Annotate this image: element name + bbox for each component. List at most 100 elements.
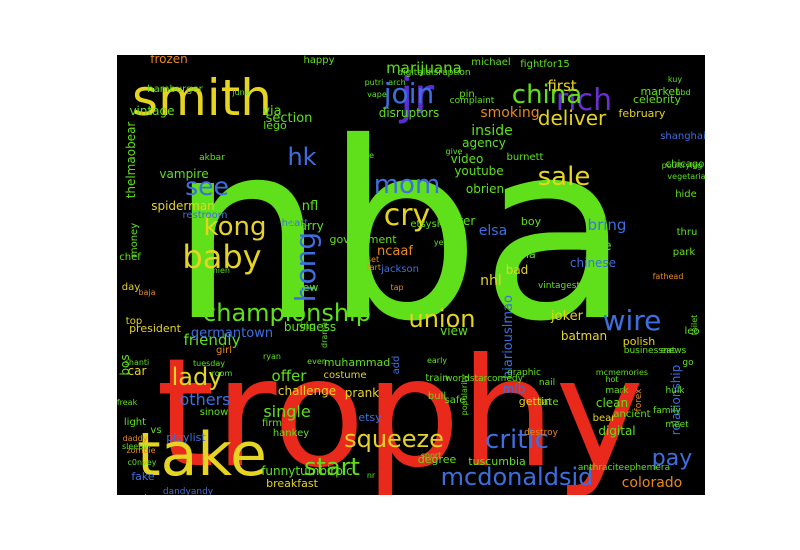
word-hulk: hulk [665, 386, 685, 396]
word-clean: clean [596, 396, 628, 410]
word-family: family [653, 406, 681, 416]
word-boy: boy [521, 215, 542, 228]
word-graphic: graphic [507, 368, 541, 378]
word-coffee: coffee [285, 220, 296, 251]
word-disruptors: disruptors [379, 106, 440, 120]
word-hong: hong [289, 232, 322, 302]
word-daddy: daddy [123, 434, 148, 443]
word-join: join [383, 77, 434, 110]
word-mom: mom [374, 170, 441, 200]
word-others: others [180, 390, 231, 409]
word-drama: drama [320, 322, 329, 348]
word-chinese: chinese [570, 256, 616, 270]
word-muhammad: muhammad [324, 356, 391, 369]
word-happy: happy [303, 55, 334, 66]
word-friendly: friendly [184, 331, 241, 349]
word-shanghai: shanghai [660, 131, 705, 142]
word-drive: drive [579, 239, 612, 254]
word-june: june [231, 88, 249, 97]
word-gettin: gettin [519, 395, 551, 408]
word-agency: agency [462, 136, 506, 150]
word-day: day [122, 282, 140, 293]
word-destroy: destroy [524, 428, 558, 438]
word-squeeze: squeeze [344, 425, 444, 453]
word-set: set [367, 255, 379, 264]
word-section: section [266, 111, 313, 126]
word-vegetarian: vegetarian [667, 172, 705, 181]
word-hbd: hbd [675, 88, 690, 97]
word-chicago: chicago [666, 159, 705, 170]
word-dandyandy: dandyandy [163, 487, 214, 495]
word-forex: forex [634, 388, 644, 412]
word-firm: firm [262, 418, 282, 429]
word-ancient: ancient [613, 409, 650, 420]
word-etsyshop: etsyshop [410, 219, 455, 230]
word-even: even [307, 357, 327, 366]
word-hide: hide [675, 189, 697, 200]
word-funnytumbirpic: funnytumbirpic [261, 464, 353, 478]
word-room: room [212, 369, 233, 378]
word-bos: bos [118, 354, 132, 375]
word-damien: damien [200, 266, 230, 275]
word-relationship: relationship [669, 365, 683, 436]
word-pin: pin [459, 89, 474, 100]
word-vs: vs [150, 425, 161, 436]
word-meet: meet [665, 420, 689, 430]
word-celebrity: celebrity [633, 93, 682, 106]
word-leo: leo [684, 326, 699, 337]
word-go: go [682, 358, 694, 368]
word-girl: girl [216, 345, 232, 356]
word-smith: smith [132, 69, 272, 127]
word-kong: kong [203, 212, 266, 242]
word-vintagestore77: vintagestore77 [538, 281, 606, 291]
word-frozen: frozen [150, 55, 188, 66]
word-sleepy: sleepy [122, 442, 148, 451]
word-popularity: popularity [460, 374, 469, 415]
word-sale: sale [538, 162, 591, 192]
word-pay: pay [652, 446, 692, 471]
word-cloud: nba trophy smith take jr rich china join deliver… [117, 55, 705, 495]
word-mark: mark [605, 386, 629, 396]
word-etsy: etsy [358, 411, 382, 424]
word-nba: nba [170, 90, 631, 375]
word-businessnews: businessnews [624, 346, 687, 356]
word-c0nvey: c0nvey [128, 458, 157, 467]
word-yessss: yessss [434, 238, 460, 247]
word-sinow: sinow [200, 407, 229, 418]
word-degree: degree [418, 453, 457, 466]
word-deliver: deliver [538, 106, 607, 130]
word-offer: offer [272, 367, 308, 385]
word-ring: ring [296, 321, 316, 332]
word-akbar: akbar [199, 153, 225, 163]
word-nfl: nfl [302, 199, 318, 214]
word-bad: bad [506, 263, 529, 277]
word-germantown: germantown [191, 326, 273, 341]
word-union: union [409, 305, 476, 333]
word-costume: costume [324, 370, 367, 381]
word-mcdonaldsid: mcdonaldsid [441, 463, 594, 491]
word-add: add [391, 356, 402, 375]
word-poultryleg: poultryleg [662, 161, 703, 170]
word-late: late [540, 397, 559, 408]
word-hk: hk [287, 143, 316, 171]
word-burnett: burnett [507, 152, 544, 163]
word-trophy: trophy [156, 327, 644, 495]
word-lady: lady [172, 363, 223, 391]
word-start: start [304, 453, 360, 481]
word-youtube: youtube [454, 164, 503, 178]
word-toilet: toilet [690, 315, 699, 336]
word-vintage: vintage [129, 104, 174, 118]
word-anthraciteephemera: anthraciteephemera [578, 463, 670, 473]
word-rich: rich [556, 83, 612, 118]
word-president: president [129, 322, 182, 335]
word-hamburger: hamburger [147, 84, 203, 95]
word-light: light [124, 417, 146, 428]
word-andre: andre [131, 493, 154, 495]
word-thru: thru [677, 227, 698, 238]
word-restroom: restroom [182, 210, 227, 221]
word-joker: joker [550, 309, 584, 324]
cloud-background [117, 55, 705, 495]
word-fathead: fathead [653, 272, 684, 281]
word-zombie: zombie [126, 446, 155, 455]
word-hot: hot [605, 375, 618, 384]
